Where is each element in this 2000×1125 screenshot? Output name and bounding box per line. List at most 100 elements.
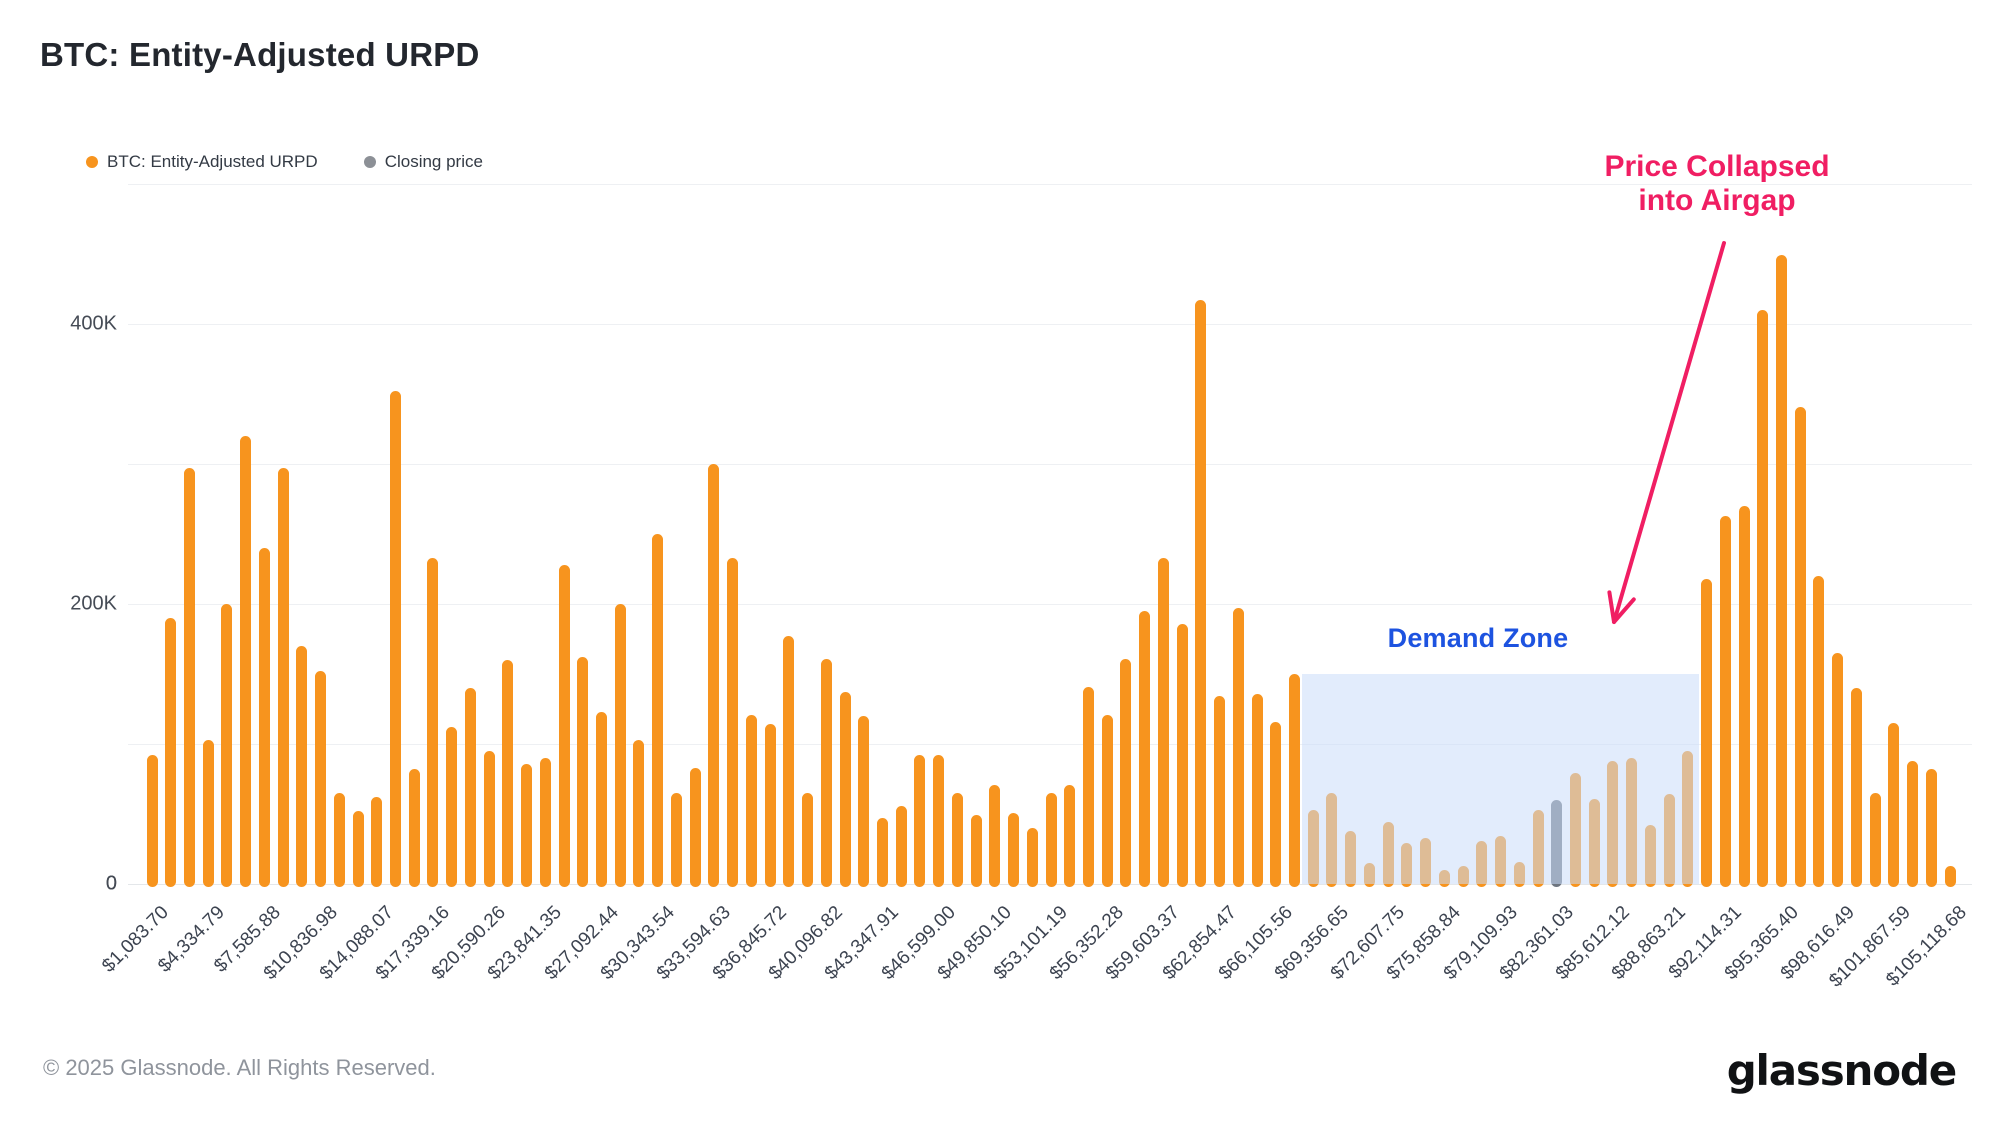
urpd-bar[interactable] — [502, 660, 514, 887]
urpd-bar[interactable] — [933, 755, 945, 887]
urpd-bar[interactable] — [1719, 515, 1731, 887]
urpd-bar[interactable] — [652, 534, 664, 887]
chart-legend: BTC: Entity-Adjusted URPD Closing price — [86, 152, 483, 172]
urpd-bar[interactable] — [1232, 608, 1244, 887]
urpd-bar[interactable] — [1176, 623, 1188, 887]
urpd-bar[interactable] — [183, 468, 195, 887]
urpd-bar[interactable] — [240, 436, 252, 887]
urpd-bar[interactable] — [858, 716, 870, 887]
urpd-bar[interactable] — [670, 793, 682, 887]
urpd-bar[interactable] — [876, 818, 888, 887]
legend-item-label: Closing price — [384, 152, 483, 171]
urpd-bar[interactable] — [1026, 828, 1038, 887]
demand-zone-label: Demand Zone — [1387, 623, 1569, 653]
urpd-bar[interactable] — [727, 557, 739, 887]
urpd-bar[interactable] — [1794, 406, 1806, 887]
urpd-bar[interactable] — [483, 751, 495, 887]
urpd-bar[interactable] — [1083, 686, 1094, 887]
urpd-bar[interactable] — [408, 769, 420, 887]
urpd-bar[interactable] — [1850, 688, 1862, 887]
airgap-annotation-line1: Price Collapsed — [1604, 150, 1830, 183]
urpd-bar[interactable] — [315, 671, 327, 887]
urpd-bar[interactable] — [389, 391, 401, 887]
urpd-bar[interactable] — [371, 797, 383, 887]
urpd-bar[interactable] — [1738, 506, 1750, 887]
urpd-bar[interactable] — [708, 464, 720, 887]
closing-price-series-dot-icon — [363, 156, 376, 168]
urpd-bar[interactable] — [1289, 674, 1301, 887]
urpd-bar[interactable] — [1925, 769, 1937, 887]
urpd-bar[interactable] — [521, 763, 533, 887]
page-title: BTC: Entity-Adjusted URPD — [40, 36, 480, 73]
urpd-bar[interactable] — [1064, 784, 1076, 887]
urpd-bar[interactable] — [146, 755, 158, 887]
urpd-bar[interactable] — [258, 548, 270, 887]
urpd-bar[interactable] — [820, 658, 832, 887]
urpd-bar[interactable] — [1813, 576, 1825, 887]
urpd-bar[interactable] — [1944, 865, 1956, 887]
urpd-bar[interactable] — [1101, 714, 1113, 887]
urpd-bar[interactable] — [1907, 760, 1919, 887]
urpd-bar[interactable] — [1214, 696, 1226, 887]
urpd-bar[interactable] — [1045, 793, 1057, 887]
airgap-annotation: Price Collapsed into Airgap — [1537, 150, 1897, 218]
urpd-bar[interactable] — [1701, 578, 1713, 887]
urpd-bar[interactable] — [427, 557, 439, 887]
y-axis-label-200K: 200K — [70, 592, 117, 615]
airgap-annotation-line2: into Airgap — [1638, 184, 1796, 217]
urpd-bar[interactable] — [1008, 812, 1020, 887]
urpd-bar[interactable] — [558, 564, 570, 887]
urpd-bar[interactable] — [1195, 300, 1207, 887]
urpd-bar[interactable] — [1120, 658, 1132, 887]
urpd-bar[interactable] — [1251, 693, 1263, 887]
copyright-text: © 2025 Glassnode. All Rights Reserved. — [43, 1055, 436, 1080]
demand-zone-region — [1302, 674, 1699, 884]
y-axis-label-0: 0 — [105, 872, 117, 895]
urpd-bar[interactable] — [839, 692, 851, 887]
gridline-300000 — [128, 464, 1972, 465]
gridline-500000 — [128, 184, 1972, 185]
y-axis-label-400K: 400K — [70, 312, 117, 335]
urpd-bar[interactable] — [914, 755, 926, 887]
urpd-bar[interactable] — [1869, 793, 1881, 887]
urpd-bar[interactable] — [951, 793, 963, 887]
urpd-bar[interactable] — [577, 657, 589, 887]
urpd-bar[interactable] — [689, 767, 701, 887]
urpd-bar[interactable] — [745, 714, 757, 887]
urpd-bar[interactable] — [1776, 255, 1787, 887]
urpd-bar[interactable] — [352, 811, 364, 887]
urpd-bar[interactable] — [221, 604, 233, 887]
urpd-bar[interactable] — [333, 793, 345, 887]
urpd-bar[interactable] — [633, 739, 645, 887]
urpd-bar[interactable] — [764, 724, 776, 887]
urpd-bar[interactable] — [970, 815, 982, 887]
urpd-bar[interactable] — [1832, 653, 1844, 887]
urpd-bar[interactable] — [1757, 310, 1769, 887]
legend-item-label: BTC: Entity-Adjusted URPD — [107, 152, 318, 171]
glassnode-logo: glassnode — [1726, 1046, 1958, 1095]
legend-item-urpd[interactable]: BTC: Entity-Adjusted URPD — [86, 152, 318, 172]
urpd-bar[interactable] — [296, 646, 308, 887]
urpd-bar[interactable] — [539, 758, 551, 887]
urpd-bar[interactable] — [1270, 721, 1282, 887]
urpd-bar[interactable] — [277, 468, 289, 887]
urpd-bar[interactable] — [802, 793, 814, 887]
legend-item-closing-price[interactable]: Closing price — [363, 152, 483, 172]
urpd-bar[interactable] — [446, 727, 458, 887]
urpd-bar[interactable] — [895, 805, 907, 887]
urpd-bar[interactable] — [202, 739, 214, 887]
urpd-bar[interactable] — [165, 618, 177, 887]
urpd-bar[interactable] — [464, 688, 476, 887]
urpd-bar[interactable] — [1157, 557, 1169, 887]
urpd-bar[interactable] — [989, 784, 1001, 887]
gridline-400000 — [128, 324, 1972, 325]
urpd-bar[interactable] — [783, 636, 795, 887]
urpd-bar[interactable] — [1888, 723, 1900, 887]
urpd-bar[interactable] — [614, 604, 626, 887]
urpd-series-dot-icon — [86, 156, 98, 168]
urpd-bar[interactable] — [596, 711, 608, 887]
gridline-200000 — [128, 604, 1972, 605]
gridline-100000 — [128, 744, 1972, 745]
urpd-bar[interactable] — [1139, 611, 1151, 887]
